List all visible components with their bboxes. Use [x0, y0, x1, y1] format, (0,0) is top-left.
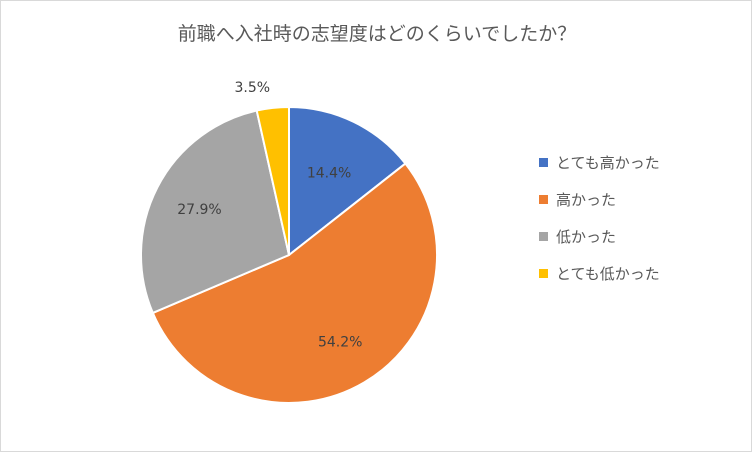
pie-slice-very-high — [288, 105, 407, 258]
pie-slice-low — [140, 109, 291, 315]
legend-swatch-very-low — [539, 268, 548, 278]
chart-title: 前職へ入社時の志望度はどのくらいでしたか？ — [177, 23, 577, 45]
legend: とても高かった 高かった 低かった とても低かった — [539, 151, 660, 299]
pie-slice-very-low — [255, 105, 290, 256]
legend-label-very-low: とても低かった — [556, 264, 660, 283]
legend-item-low: 低かった — [539, 225, 660, 247]
data-label-low: 27.9% — [177, 202, 221, 218]
legend-swatch-very-high — [539, 157, 548, 167]
data-label-very-low: 3.5% — [235, 80, 271, 96]
legend-item-high: 高かった — [539, 188, 660, 210]
data-label-high: 54.2% — [318, 335, 362, 351]
legend-item-very-low: とても低かった — [539, 262, 660, 284]
legend-swatch-low — [539, 231, 548, 241]
legend-item-very-high: とても高かった — [539, 151, 660, 173]
legend-label-low: 低かった — [556, 227, 617, 246]
legend-label-high: 高かった — [556, 190, 617, 209]
legend-swatch-high — [539, 194, 548, 204]
pie-slice-high — [151, 162, 438, 405]
data-label-very-high: 14.4% — [307, 166, 351, 182]
legend-label-very-high: とても高かった — [556, 153, 660, 172]
